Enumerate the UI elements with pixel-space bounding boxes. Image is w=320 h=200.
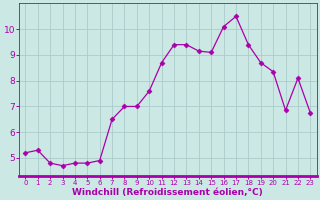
X-axis label: Windchill (Refroidissement éolien,°C): Windchill (Refroidissement éolien,°C) [72, 188, 263, 197]
